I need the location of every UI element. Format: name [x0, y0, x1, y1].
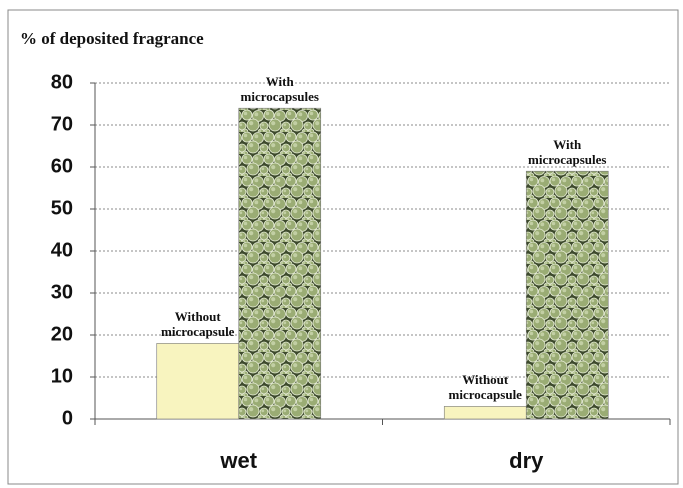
bar: [156, 343, 240, 420]
y-tick-label: 80: [51, 71, 73, 93]
y-tick-label: 70: [51, 113, 73, 135]
y-tick-label: 30: [51, 281, 73, 303]
series-label-box: With microcapsules: [240, 74, 319, 105]
x-tick-label: wet: [219, 448, 257, 473]
series-label: With microcapsules: [528, 137, 607, 168]
series-label-box: With microcapsules: [528, 137, 607, 168]
y-tick-label: 20: [51, 323, 73, 345]
series-label: Without microcapsule: [448, 372, 522, 403]
series-label-box: Without microcapsule: [448, 372, 522, 403]
x-tick-label: dry: [509, 448, 544, 473]
chart-title: % of deposited fragrance: [20, 29, 204, 48]
bar: [238, 107, 322, 420]
y-tick-label: 50: [51, 197, 73, 219]
series-label: With microcapsules: [240, 74, 319, 105]
series-label-box: Without microcapsule: [161, 309, 235, 340]
bar: [443, 406, 527, 420]
y-tick-label: 40: [51, 239, 73, 261]
bar: [525, 170, 609, 420]
series-label: Without microcapsule: [161, 309, 235, 340]
y-tick-label: 10: [51, 365, 73, 387]
y-tick-label: 0: [62, 407, 73, 429]
y-tick-label: 60: [51, 155, 73, 177]
